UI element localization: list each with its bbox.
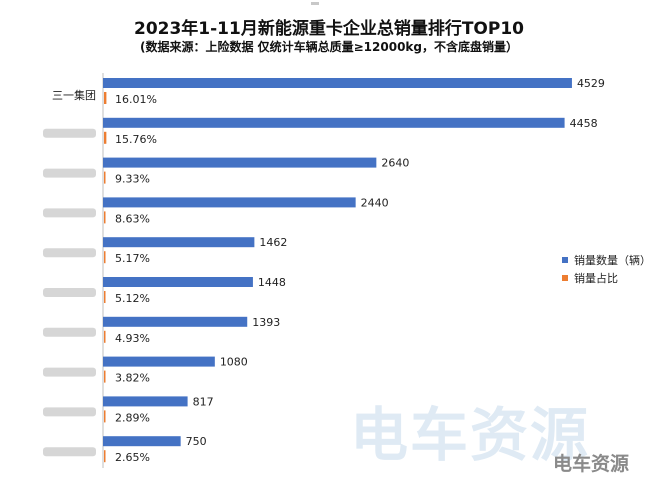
value-label-5: 1448 bbox=[258, 276, 286, 289]
legend-swatch-count bbox=[562, 257, 568, 263]
value-label-4: 1462 bbox=[259, 236, 287, 249]
bar-count-9 bbox=[103, 436, 181, 447]
bar-share-6 bbox=[104, 330, 106, 343]
bar-share-8 bbox=[104, 410, 106, 423]
bar-count-0 bbox=[103, 78, 572, 88]
bar-count-3 bbox=[103, 197, 356, 208]
share-label-2: 9.33% bbox=[115, 173, 150, 186]
bar-share-7 bbox=[104, 370, 106, 383]
category-label-0: 三一集团 bbox=[52, 88, 96, 102]
bar-share-9 bbox=[104, 450, 106, 463]
chart-title: 2023年1-11月新能源重卡企业总销量排行TOP10 bbox=[133, 19, 525, 39]
bar-count-7 bbox=[103, 356, 215, 367]
bar-count-6 bbox=[103, 316, 248, 327]
share-label-3: 8.63% bbox=[115, 212, 150, 225]
category-label-blurred-3 bbox=[43, 208, 96, 218]
category-label-blurred-4 bbox=[43, 248, 96, 258]
value-label-2: 2640 bbox=[381, 157, 409, 170]
category-label-blurred-8 bbox=[43, 407, 96, 417]
watermark-small: 电车资源 bbox=[553, 453, 630, 475]
bar-share-4 bbox=[104, 251, 106, 264]
legend-item-count: 销量数量（辆） bbox=[562, 251, 651, 269]
legend-item-share: 销量占比 bbox=[562, 269, 651, 287]
category-label-blurred-1 bbox=[43, 128, 96, 138]
legend-label-count: 销量数量（辆） bbox=[574, 254, 651, 267]
share-label-0: 16.01% bbox=[115, 93, 157, 106]
category-label-blurred-9 bbox=[43, 447, 96, 457]
share-label-6: 4.93% bbox=[115, 332, 150, 345]
bar-share-3 bbox=[104, 211, 106, 224]
watermark: 电车资源 bbox=[350, 401, 591, 469]
legend: 销量数量（辆） 销量占比 bbox=[562, 251, 651, 287]
bar-share-0 bbox=[104, 92, 107, 104]
value-label-9: 750 bbox=[186, 435, 207, 448]
category-label-blurred-5 bbox=[43, 288, 96, 297]
category-label-blurred-6 bbox=[43, 327, 96, 337]
top-decoration bbox=[311, 2, 319, 5]
share-label-5: 5.12% bbox=[115, 292, 150, 305]
bar-share-2 bbox=[104, 171, 106, 184]
value-label-1: 4458 bbox=[570, 117, 598, 130]
value-label-0: 4529 bbox=[577, 77, 605, 90]
bar-count-2 bbox=[103, 157, 377, 168]
category-label-blurred-7 bbox=[43, 367, 96, 377]
value-label-6: 1393 bbox=[252, 316, 280, 329]
share-label-9: 2.65% bbox=[115, 451, 150, 464]
legend-label-share: 销量占比 bbox=[574, 272, 618, 285]
bar-count-4 bbox=[103, 237, 255, 248]
category-label-blurred-2 bbox=[43, 168, 96, 178]
value-label-3: 2440 bbox=[361, 196, 389, 209]
bar-share-5 bbox=[104, 291, 106, 303]
chart-subtitle: (数据来源：上险数据 仅统计车辆总质量≥12000kg，不含底盘销量） bbox=[139, 40, 519, 54]
share-label-1: 15.76% bbox=[115, 133, 157, 146]
bar-count-1 bbox=[103, 117, 565, 128]
bar-count-8 bbox=[103, 396, 188, 407]
share-label-8: 2.89% bbox=[115, 411, 150, 424]
bar-count-5 bbox=[103, 277, 253, 287]
share-label-4: 5.17% bbox=[115, 252, 150, 265]
legend-swatch-share bbox=[562, 275, 568, 281]
value-label-7: 1080 bbox=[220, 356, 248, 369]
value-label-8: 817 bbox=[193, 395, 214, 408]
bar-share-1 bbox=[104, 131, 107, 144]
share-label-7: 3.82% bbox=[115, 372, 150, 385]
